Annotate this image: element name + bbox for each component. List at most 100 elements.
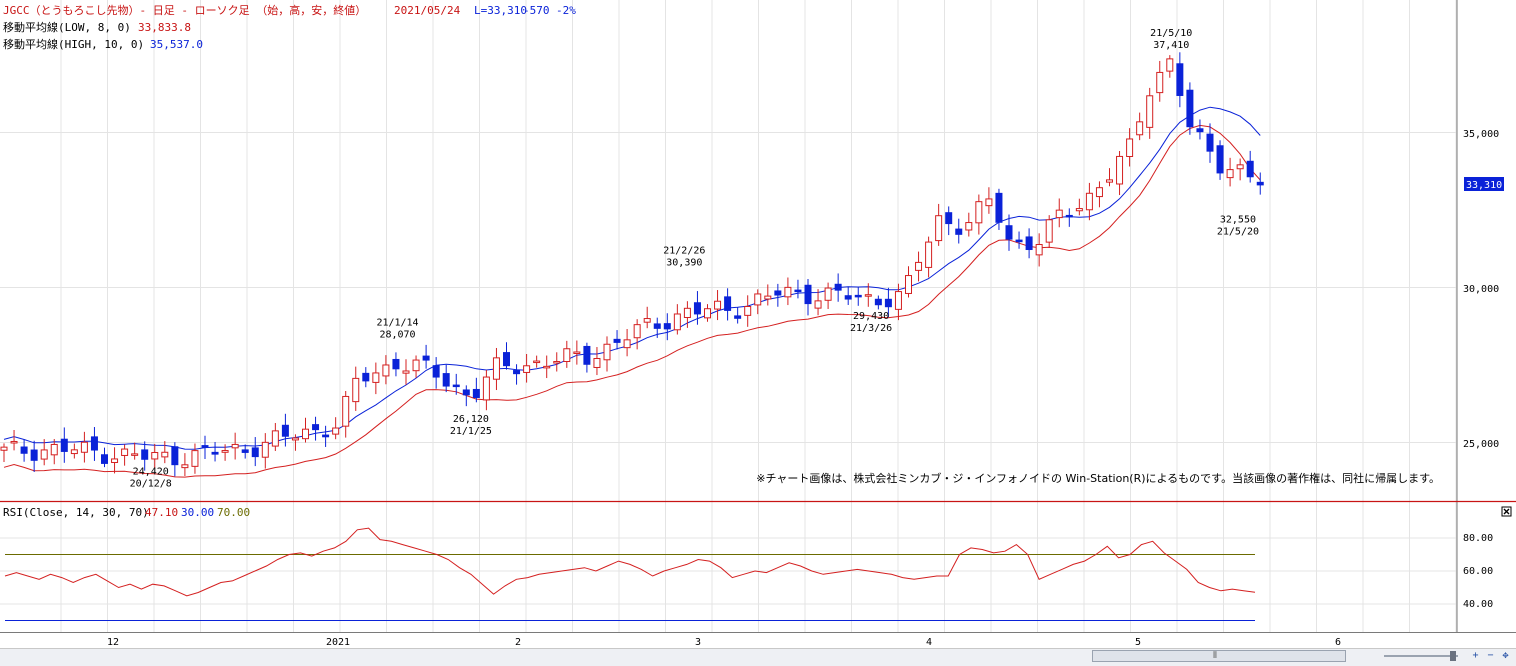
candle-body (824, 287, 832, 301)
candle-body (874, 298, 882, 306)
price-tick-30000: 30,000 (1463, 284, 1499, 295)
candle-body (171, 446, 179, 466)
header-last: L=33,310 (474, 4, 527, 17)
current-price-label: 33,310 (1466, 180, 1502, 191)
zoom-out-icon[interactable]: − (1487, 650, 1494, 661)
candle-body (573, 351, 581, 354)
candle-body (1025, 236, 1033, 251)
candle-body (1106, 179, 1113, 183)
rsi-line (4, 527, 1256, 597)
candle-body (854, 294, 862, 298)
candle-body (462, 389, 470, 396)
candle-body (663, 323, 671, 330)
candle-body (121, 448, 129, 456)
candle-body (553, 361, 561, 364)
candle-body (1035, 244, 1043, 256)
candle-body (533, 360, 541, 364)
candle-body (302, 428, 309, 440)
annotation-high-date: 21/2/26 (663, 245, 705, 256)
candle-body (231, 443, 239, 449)
candle-body (794, 289, 802, 293)
candle-body (442, 373, 450, 387)
candle-body (955, 228, 963, 235)
ma-high-label: 移動平均線(HIGH, 10, 0) (3, 37, 144, 51)
time-tick-2: 2 (515, 637, 521, 648)
candle-body (915, 261, 923, 271)
candle-body (1055, 209, 1063, 219)
annotation-high-price: 28,070 (379, 329, 415, 340)
candle-body (332, 427, 340, 435)
ma-low-label: 移動平均線(LOW, 8, 0) (3, 20, 131, 34)
candle-body (744, 306, 752, 316)
zoom-in-icon[interactable]: + (1472, 650, 1479, 661)
time-tick-5: 5 (1135, 637, 1141, 648)
chart-title: JGCC（とうもろこし先物）- 日足 - ローソク足 （始，高，安，終値） (3, 3, 366, 17)
candle-body (131, 453, 139, 456)
candle-body (1136, 121, 1144, 136)
candle-body (1126, 138, 1134, 157)
candle-body (704, 308, 711, 319)
candle-body (60, 438, 68, 452)
move-icon[interactable]: ✥ (1502, 650, 1509, 661)
candle-body (935, 215, 943, 242)
candle-body (1206, 133, 1214, 152)
annotation-low-price: 29,430 (853, 311, 889, 322)
zoom-slider-handle[interactable] (1450, 651, 1456, 661)
scrollbar-thumb[interactable] (1092, 650, 1346, 662)
candle-body (111, 458, 119, 463)
candle-body (50, 443, 58, 456)
candle-body (784, 286, 792, 298)
candle-body (261, 441, 269, 458)
candle-body (372, 372, 380, 383)
candle-body (392, 358, 400, 370)
candle-body (965, 222, 973, 231)
candle-body (1186, 89, 1194, 128)
candle-body (905, 275, 912, 294)
candle-body (583, 345, 591, 365)
candle-body (30, 449, 38, 461)
candle-body (945, 212, 953, 225)
candle-body (382, 364, 390, 377)
candle-body (1176, 63, 1184, 96)
rsi-label: RSI(Close, 14, 30, 70) (3, 506, 149, 519)
candle-body (1116, 155, 1124, 185)
candle-body (1196, 128, 1204, 133)
candle-body (673, 313, 681, 331)
candle-body (925, 241, 933, 268)
annotation-high-price: 37,410 (1153, 40, 1189, 51)
candle-body (1045, 219, 1053, 243)
rsi-value: 47.10 (145, 506, 178, 519)
candle-body (322, 434, 330, 438)
candle-body (995, 192, 1003, 223)
annotation-low-price: 26,120 (453, 414, 489, 425)
candle-body (1065, 214, 1073, 218)
candle-body (1005, 225, 1013, 240)
candle-body (804, 284, 812, 305)
time-tick-4: 4 (926, 637, 932, 648)
candle-body (0, 446, 8, 451)
candle-body (1226, 169, 1234, 179)
candle-body (472, 388, 480, 398)
current-price-box (1464, 177, 1504, 191)
candle-body (201, 445, 209, 448)
candle-body (1216, 145, 1224, 174)
rsi-upper: 70.00 (217, 506, 250, 519)
candle-body (523, 365, 531, 373)
candle-body (141, 449, 149, 460)
header-date: 2021/05/24 (394, 4, 461, 17)
zoom-slider[interactable] (1384, 655, 1458, 657)
candle-body (563, 348, 571, 362)
candle-body (412, 359, 420, 372)
header-pct: -2% (556, 4, 576, 17)
candle-body (653, 323, 661, 329)
candle-body (20, 446, 28, 454)
annotation-low-date: 20/12/8 (130, 478, 172, 489)
candle-body (834, 283, 842, 291)
candle-body (80, 441, 88, 453)
rsi-tick-60: 60.00 (1463, 566, 1493, 577)
candle-body (70, 449, 78, 455)
candle-body (1166, 58, 1174, 72)
candle-body (1236, 164, 1244, 170)
candle-body (181, 464, 189, 469)
candle-body (734, 315, 742, 319)
